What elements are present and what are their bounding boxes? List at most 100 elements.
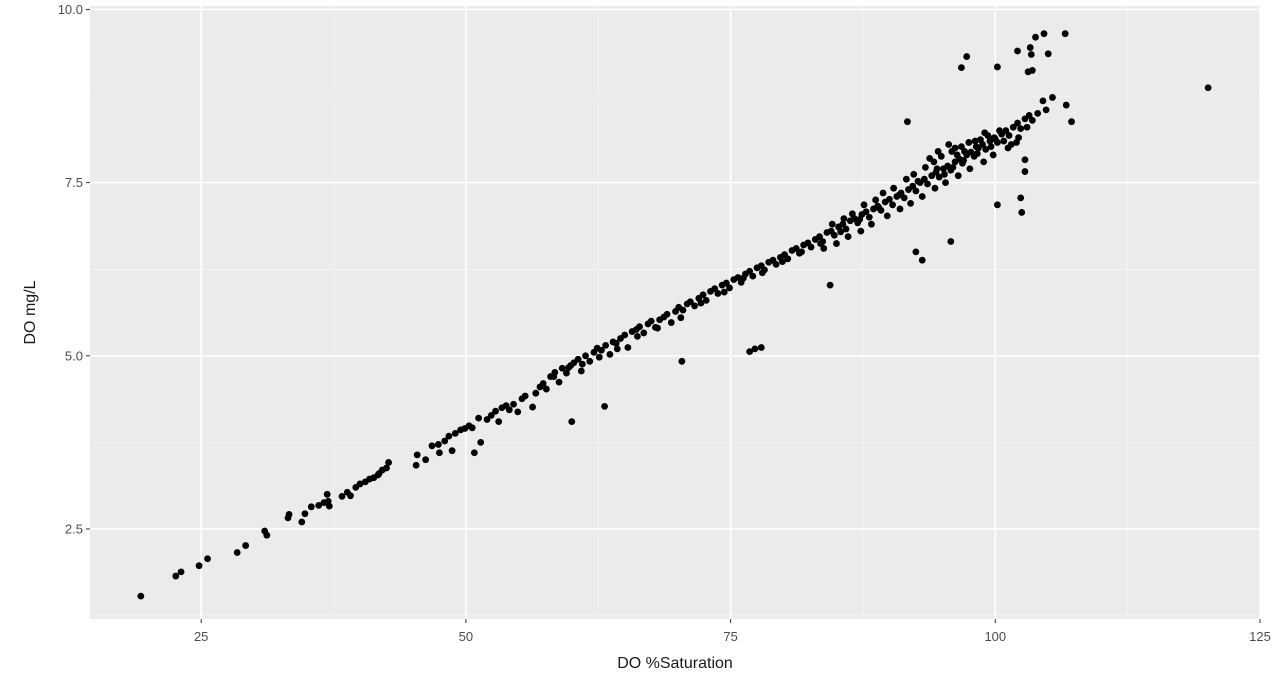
data-point	[568, 418, 576, 425]
data-point	[842, 225, 850, 233]
data-point	[521, 392, 529, 400]
data-point	[972, 143, 980, 151]
data-point	[677, 314, 685, 322]
data-point	[1021, 168, 1029, 175]
data-point	[448, 447, 456, 455]
data-point	[347, 492, 354, 500]
data-point	[621, 331, 629, 339]
data-point	[606, 351, 614, 358]
data-point	[451, 429, 459, 437]
data-point	[686, 298, 694, 306]
y-tick-label: 7.5	[65, 175, 83, 190]
data-point	[1204, 84, 1212, 92]
data-point	[1021, 156, 1029, 164]
data-point	[954, 172, 962, 180]
data-point	[578, 360, 586, 368]
data-point	[981, 129, 989, 137]
y-tick-label: 5.0	[65, 348, 83, 363]
data-point	[989, 151, 997, 159]
data-point	[177, 568, 185, 576]
data-point	[532, 389, 540, 397]
data-point	[434, 441, 442, 448]
data-point	[982, 145, 990, 153]
data-point	[514, 408, 522, 416]
x-tick-label: 125	[1249, 629, 1271, 644]
data-point	[582, 352, 589, 360]
data-point	[574, 355, 582, 363]
data-point	[757, 344, 765, 351]
data-point	[1023, 123, 1031, 131]
data-point	[663, 310, 671, 318]
data-point	[973, 150, 981, 157]
data-point	[860, 201, 868, 209]
data-point	[483, 416, 491, 423]
data-point	[965, 139, 973, 146]
data-point	[1017, 125, 1025, 132]
y-axis-ticks: 2.5 5.0 7.5 10.0	[58, 2, 90, 536]
data-point	[945, 141, 953, 148]
data-point	[301, 510, 309, 518]
data-point	[926, 154, 934, 162]
data-point	[1040, 30, 1048, 38]
data-point	[298, 518, 306, 526]
x-axis-ticks: 25 50 75 100 125	[194, 619, 1271, 644]
x-tick-label: 50	[459, 629, 473, 644]
data-point	[924, 180, 931, 188]
data-point	[601, 402, 608, 410]
data-point	[865, 213, 873, 221]
data-point	[1005, 132, 1013, 139]
data-point	[1027, 51, 1035, 58]
data-point	[779, 258, 786, 265]
data-point	[966, 165, 974, 173]
data-point	[510, 400, 517, 408]
grid-minor-lines	[90, 6, 1260, 619]
data-point	[833, 240, 840, 247]
data-point	[558, 364, 566, 372]
data-point	[844, 233, 852, 241]
data-point	[1017, 194, 1025, 202]
data-point	[722, 279, 730, 287]
data-point	[338, 493, 346, 500]
data-point	[647, 317, 655, 325]
data-point	[963, 53, 971, 60]
data-point	[942, 179, 949, 187]
data-point	[971, 137, 979, 145]
data-point	[758, 269, 766, 277]
data-point	[307, 503, 315, 511]
data-point	[383, 464, 390, 472]
data-point	[624, 344, 632, 351]
data-point	[1039, 97, 1047, 105]
data-point	[933, 165, 941, 173]
data-point	[941, 170, 948, 178]
y-tick-label: 2.5	[65, 521, 83, 536]
data-point	[697, 299, 705, 307]
data-point	[422, 456, 430, 464]
data-point	[1014, 119, 1021, 127]
data-point	[914, 177, 922, 185]
data-point	[1032, 33, 1039, 41]
data-point	[792, 245, 800, 252]
data-point	[857, 227, 865, 235]
data-point	[816, 233, 823, 241]
data-point	[699, 291, 707, 299]
data-point	[868, 220, 875, 228]
data-point	[595, 353, 603, 361]
data-point	[935, 173, 943, 181]
data-point	[953, 151, 961, 159]
data-point	[137, 592, 145, 600]
data-point	[577, 367, 585, 375]
data-point	[445, 432, 453, 440]
data-point	[667, 319, 675, 326]
data-point	[565, 364, 572, 371]
data-point	[784, 255, 792, 263]
data-point	[412, 461, 420, 469]
data-point	[746, 348, 754, 356]
data-point	[720, 288, 728, 296]
data-point	[751, 345, 759, 353]
data-point	[739, 274, 747, 282]
data-point	[890, 184, 898, 192]
data-point	[991, 135, 999, 143]
data-point	[195, 562, 203, 570]
data-point	[820, 245, 828, 252]
data-point	[886, 195, 893, 203]
